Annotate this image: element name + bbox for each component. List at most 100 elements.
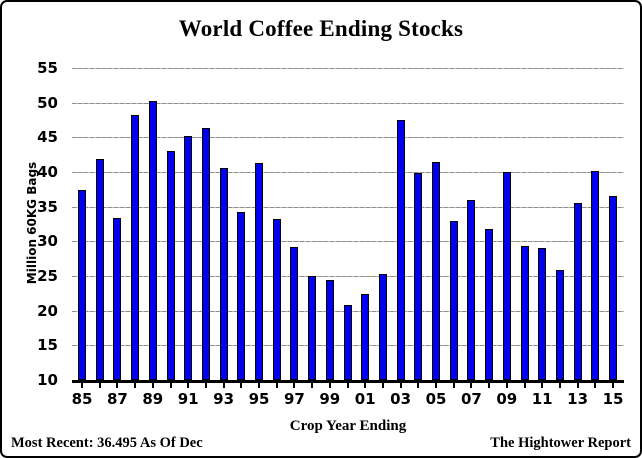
x-tick-91: [187, 382, 190, 388]
y-tick-label-25: 25: [37, 267, 58, 285]
x-tick-09: [505, 382, 508, 388]
bar-93: [219, 167, 228, 380]
x-tick-00: [346, 382, 349, 388]
bar-05: [432, 162, 440, 380]
gridline-45: [72, 137, 624, 139]
x-tick-06: [452, 382, 455, 388]
x-tick-96: [275, 382, 278, 388]
x-tick-12: [558, 382, 561, 388]
x-tick-label-07: 07: [460, 390, 482, 408]
x-tick-13: [576, 382, 579, 388]
x-tick-label-15: 15: [602, 390, 624, 408]
x-tick-label-03: 03: [390, 390, 412, 408]
x-tick-08: [488, 382, 491, 388]
bar-11: [538, 248, 547, 380]
bar-96: [272, 219, 281, 380]
bar-91: [184, 135, 193, 380]
x-tick-label-91: 91: [177, 390, 199, 408]
gridline-40: [72, 172, 624, 173]
x-tick-14: [594, 382, 597, 388]
x-tick-94: [240, 382, 243, 388]
y-tick-label-40: 40: [37, 163, 58, 181]
gridline-55: [72, 68, 624, 69]
x-axis-title: Crop Year Ending: [289, 418, 407, 434]
gridline-35: [72, 206, 624, 208]
y-tick-label-10: 10: [37, 371, 58, 389]
x-tick-05: [435, 382, 437, 388]
x-tick-04: [417, 382, 420, 388]
chart-title: World Coffee Ending Stocks: [178, 16, 464, 41]
gridline-50: [72, 102, 624, 104]
bar-86: [95, 158, 104, 380]
most-recent-value: Most Recent: 36.495 As Of Dec: [11, 435, 203, 451]
bar-15: [609, 196, 617, 380]
bar-92: [201, 128, 210, 380]
x-tick-88: [134, 382, 137, 388]
bar-06: [449, 221, 458, 380]
bar-87: [113, 217, 122, 380]
bar-04: [414, 172, 423, 380]
x-tick-label-01: 01: [354, 390, 376, 408]
x-tick-label-11: 11: [531, 390, 553, 408]
x-tick-07: [470, 382, 473, 388]
x-tick-89: [151, 382, 154, 388]
bar-98: [308, 276, 317, 380]
x-tick-87: [116, 382, 119, 388]
x-tick-15: [612, 382, 614, 388]
x-tick-label-93: 93: [213, 390, 235, 408]
bar-97: [290, 246, 299, 380]
y-tick-label-50: 50: [37, 93, 58, 112]
bar-08: [485, 228, 494, 380]
x-tick-85: [81, 382, 83, 388]
x-axis-line: [72, 380, 624, 383]
x-tick-02: [381, 382, 384, 388]
bar-94: [237, 211, 246, 380]
bar-85: [78, 190, 86, 380]
x-tick-label-13: 13: [567, 390, 589, 408]
y-tick-label-30: 30: [37, 232, 58, 251]
bar-99: [325, 280, 334, 380]
x-tick-95: [258, 382, 260, 388]
source-attribution: The Hightower Report: [490, 435, 631, 451]
x-tick-label-05: 05: [425, 390, 447, 408]
x-tick-label-97: 97: [283, 390, 305, 408]
x-tick-label-87: 87: [106, 390, 128, 408]
x-tick-98: [311, 382, 314, 388]
x-tick-97: [293, 382, 296, 388]
bar-07: [467, 199, 476, 380]
bar-13: [573, 202, 582, 380]
bar-00: [343, 305, 352, 380]
x-tick-11: [541, 382, 544, 388]
gridline-25: [72, 276, 624, 277]
bar-14: [591, 170, 600, 380]
y-tick-label-35: 35: [37, 197, 58, 216]
x-tick-label-99: 99: [319, 390, 341, 408]
x-tick-99: [328, 382, 331, 388]
x-tick-86: [98, 382, 101, 388]
y-tick-label-55: 55: [37, 59, 58, 77]
x-tick-label-09: 09: [496, 390, 518, 408]
bar-90: [166, 151, 175, 380]
x-tick-label-89: 89: [142, 390, 164, 408]
bar-10: [520, 246, 529, 380]
x-tick-label-85: 85: [71, 390, 93, 408]
x-tick-90: [169, 382, 172, 388]
bar-12: [555, 269, 564, 380]
bar-02: [378, 273, 387, 380]
x-tick-93: [222, 382, 225, 388]
bar-01: [361, 294, 370, 380]
y-tick-label-20: 20: [37, 301, 58, 320]
y-tick-label-15: 15: [37, 336, 58, 355]
bar-95: [255, 162, 263, 380]
bar-09: [502, 172, 511, 380]
bar-88: [131, 115, 140, 380]
x-tick-01: [364, 382, 367, 388]
x-tick-92: [204, 382, 207, 388]
bar-03: [396, 120, 405, 380]
x-tick-03: [399, 382, 402, 388]
x-tick-label-95: 95: [248, 390, 270, 408]
bar-89: [148, 101, 157, 380]
y-tick-label-45: 45: [37, 128, 58, 147]
